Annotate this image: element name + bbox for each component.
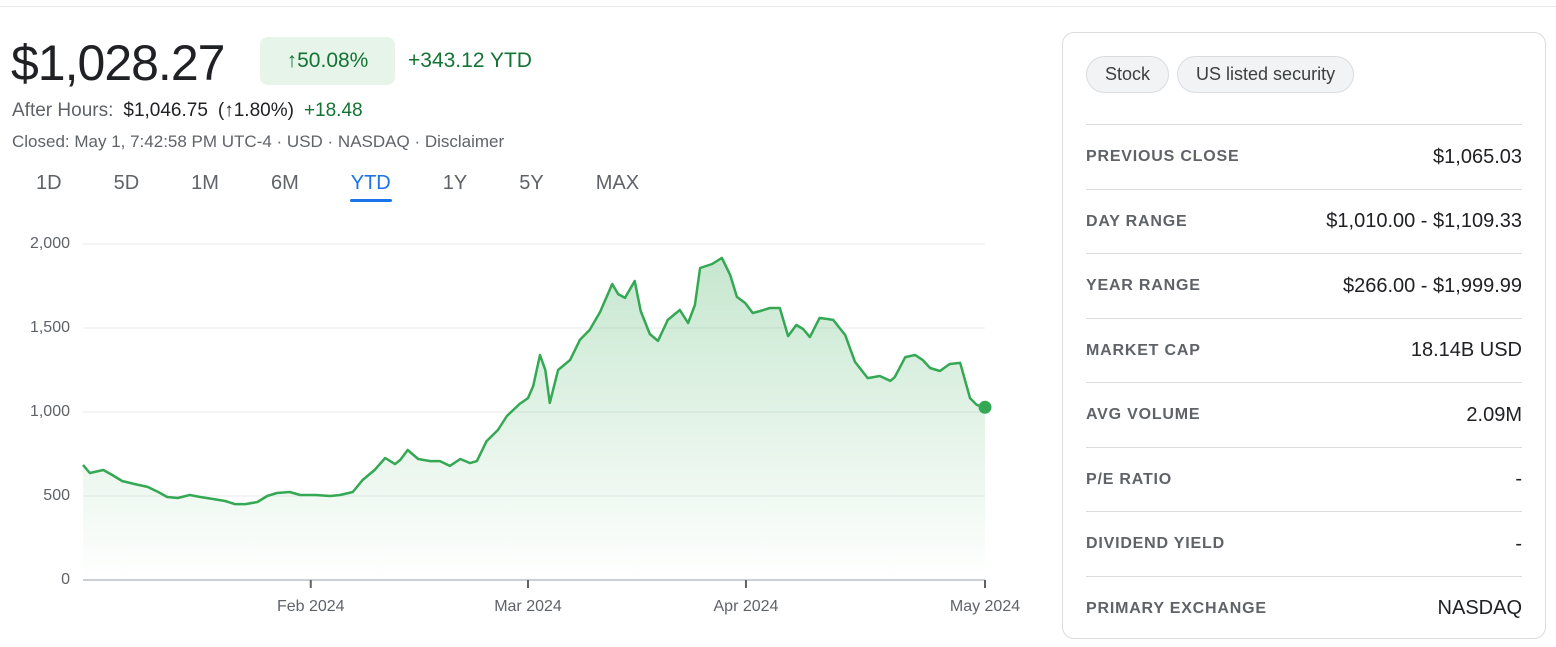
range-tab[interactable]: 1M [191, 172, 219, 194]
stat-label: PREVIOUS CLOSE [1086, 148, 1240, 165]
stat-row: MARKET CAP 18.14B USD [1086, 317, 1522, 383]
market-status: Closed: May 1, 7:42:58 PM UTC-4 · USD · … [12, 132, 505, 151]
range-tabs: 1D 5D 1M 6M YTD 1Y 5Y MAX [36, 172, 640, 202]
stat-label: MARKET CAP [1086, 341, 1201, 359]
y-tick-label: 1,500 [30, 319, 70, 336]
stat-row: PRIMARY EXCHANGE NASDAQ [1086, 575, 1522, 641]
y-tick-label: 0 [61, 571, 70, 588]
chip[interactable]: US listed security [1177, 56, 1355, 93]
price-line [82, 256, 986, 506]
y-tick-label: 2,000 [30, 235, 70, 252]
x-tick-label: Apr 2024 [714, 598, 779, 615]
x-tick-label: May 2024 [950, 598, 1020, 615]
y-tick-label: 1,000 [30, 403, 70, 420]
stat-label: AVG VOLUME [1086, 406, 1201, 423]
after-hours-price: $1,046.75 [123, 100, 208, 121]
range-tab[interactable]: YTD [349, 172, 392, 202]
stat-row: DIVIDEND YIELD - [1086, 511, 1522, 576]
price: $1,028.27 [11, 35, 225, 91]
change-ytd: +343.12 YTD [408, 49, 532, 72]
range-tab[interactable]: 6M [270, 172, 299, 194]
divider [0, 6, 1556, 7]
after-hours-percent: (↑1.80%) [217, 100, 294, 121]
chart: 0 500 1,000 1,500 2,000 Feb 2024 Mar 2024 Apr 2… [30, 235, 1020, 615]
range-tab[interactable]: 5Y [519, 172, 544, 194]
x-tick-label: Mar 2024 [494, 598, 562, 615]
stat-label: DIVIDEND YIELD [1086, 535, 1225, 552]
stat-row: PREVIOUS CLOSE $1,065.03 [1086, 124, 1522, 189]
chips: Stock US listed security [1086, 56, 1355, 93]
area-fill [83, 257, 985, 580]
range-tab[interactable]: 5D [113, 172, 140, 194]
stat-value: 2.09M [1466, 403, 1522, 426]
stat-value: - [1515, 468, 1522, 490]
last-point [978, 400, 992, 414]
range-tab[interactable]: MAX [595, 172, 640, 194]
y-tick-label: 500 [43, 487, 70, 504]
stat-label: PRIMARY EXCHANGE [1086, 599, 1267, 617]
range-tab[interactable]: 1Y [442, 172, 468, 194]
stat-row: YEAR RANGE $266.00 - $1,999.99 [1086, 253, 1522, 318]
stat-label: YEAR RANGE [1086, 277, 1201, 294]
stat-value: $266.00 - $1,999.99 [1342, 274, 1522, 297]
x-tick-label: Feb 2024 [277, 598, 345, 615]
stat-value: $1,010.00 - $1,109.33 [1326, 210, 1522, 232]
chip[interactable]: Stock [1086, 56, 1170, 93]
after-hours-label: After Hours: [12, 100, 114, 121]
stat-value: NASDAQ [1437, 597, 1522, 619]
info-panel [1062, 32, 1546, 639]
stat-value: 18.14B USD [1410, 339, 1522, 361]
stat-value: - [1515, 532, 1522, 555]
after-hours-change: +18.48 [303, 100, 363, 121]
stat-row: DAY RANGE $1,010.00 - $1,109.33 [1086, 188, 1522, 254]
stat-row: P/E RATIO - [1086, 446, 1522, 512]
stat-label: P/E RATIO [1086, 470, 1173, 488]
stat-row: AVG VOLUME 2.09M [1086, 382, 1522, 447]
stat-value: $1,065.03 [1433, 145, 1522, 168]
stat-label: DAY RANGE [1086, 212, 1188, 230]
change-badge: ↑50.08% [260, 37, 395, 85]
range-tab[interactable]: 1D [36, 172, 62, 194]
after-hours: After Hours: $1,046.75 (↑1.80%) +18.48 [12, 100, 363, 122]
